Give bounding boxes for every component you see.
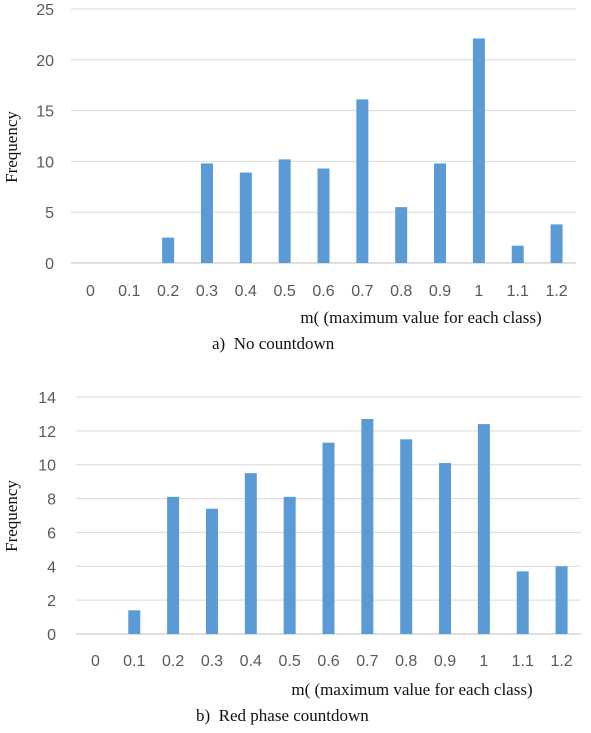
chart-a-x-tick-label: 1 — [474, 283, 483, 300]
chart-a-svg: 0 5 10 15 20 25 0 0.1 0.2 0.3 0.4 0.5 0.6 0.7 0.8 0.9 1… — [2, 2, 576, 353]
chart-a-bar — [472, 38, 485, 263]
chart-b-x-tick-label: 0.4 — [240, 653, 262, 670]
chart-a-bar — [200, 163, 213, 263]
chart-a-bar — [239, 172, 252, 263]
chart-b-y-tick-label: 6 — [47, 525, 56, 542]
chart-b-bar — [167, 496, 180, 634]
chart-b-bar — [439, 463, 452, 634]
chart-b: 0 2 4 6 8 10 12 14 0 0.1 0.2 0.3 0.4 0.5 0.6 0.7 0.8 0.9… — [0, 364, 591, 728]
chart-b-x-tick-label: 0.8 — [395, 653, 417, 670]
chart-a-bar — [317, 168, 330, 263]
chart-b-bar — [477, 424, 490, 634]
chart-a-caption: a) No countdown — [212, 334, 335, 353]
chart-b-x-tick-label: 0 — [91, 653, 100, 670]
chart-a-bar — [395, 207, 408, 263]
chart-a-x-tick-label: 0.4 — [235, 283, 257, 300]
chart-b-bar — [283, 496, 296, 634]
chart-a-bar — [511, 245, 524, 263]
chart-b-y-tick-label: 10 — [38, 458, 56, 475]
chart-b-x-tick-label: 0.3 — [201, 653, 223, 670]
chart-a-x-tick-label: 0.5 — [274, 283, 296, 300]
chart-a-x-tick-label: 0.3 — [196, 283, 218, 300]
chart-a-y-tick-label: 10 — [36, 154, 54, 171]
chart-a-bar — [162, 237, 175, 263]
chart-b-bars — [128, 419, 568, 634]
chart-a-x-tick-label: 1.1 — [507, 283, 529, 300]
chart-a-y-tick-label: 20 — [36, 53, 54, 70]
chart-b-x-tick-label: 0.1 — [123, 653, 145, 670]
chart-b-y-tick-label: 14 — [38, 390, 56, 407]
chart-b-bar — [555, 566, 568, 634]
chart-b-bar — [322, 442, 335, 634]
chart-a-x-tick-label: 1.2 — [545, 283, 567, 300]
chart-b-caption: b) Red phase countdown — [196, 706, 369, 725]
chart-a-x-ticks: 0 0.1 0.2 0.3 0.4 0.5 0.6 0.7 0.8 0.9 1 1.1 1.2 — [86, 283, 568, 300]
chart-b-y-tick-label: 0 — [47, 627, 56, 644]
chart-b-svg: 0 2 4 6 8 10 12 14 0 0.1 0.2 0.3 0.4 0.5 0.6 0.7 0.8 0.9… — [2, 390, 581, 725]
chart-a-bar — [434, 163, 447, 263]
chart-b-bar — [361, 419, 374, 634]
chart-a-x-tick-label: 0.6 — [312, 283, 334, 300]
chart-b-x-tick-label: 0.7 — [356, 653, 378, 670]
chart-b-y-axis-label: Frequency — [2, 480, 21, 552]
chart-a-y-axis-label: Frequency — [2, 111, 21, 183]
chart-b-bar — [516, 571, 529, 634]
chart-b-x-axis-label: m( (maximum value for each class) — [291, 680, 532, 699]
chart-b-y-tick-label: 12 — [38, 424, 56, 441]
chart-b-x-tick-label: 1.1 — [512, 653, 534, 670]
chart-a: 0 5 10 15 20 25 0 0.1 0.2 0.3 0.4 0.5 0.6 0.7 0.8 0.9 1… — [0, 0, 591, 364]
chart-a-y-tick-label: 0 — [45, 256, 54, 273]
chart-a-x-axis-label: m( (maximum value for each class) — [300, 308, 541, 327]
chart-a-bar — [278, 159, 291, 263]
chart-a-x-tick-label: 0.2 — [157, 283, 179, 300]
chart-b-y-tick-label: 2 — [47, 593, 56, 610]
chart-a-x-tick-label: 0.1 — [118, 283, 140, 300]
chart-b-x-tick-label: 1 — [479, 653, 488, 670]
chart-b-bar — [244, 473, 257, 634]
chart-b-x-tick-label: 0.9 — [434, 653, 456, 670]
chart-a-x-tick-label: 0 — [86, 283, 95, 300]
chart-b-x-tick-label: 0.5 — [279, 653, 301, 670]
chart-a-bars — [162, 38, 563, 263]
chart-b-x-tick-label: 0.6 — [317, 653, 339, 670]
chart-a-bar — [356, 99, 369, 263]
chart-a-y-ticks: 0 5 10 15 20 25 — [36, 2, 54, 273]
chart-a-y-tick-label: 15 — [36, 104, 54, 121]
chart-a-y-tick-label: 5 — [45, 205, 54, 222]
chart-b-bar — [128, 610, 141, 634]
chart-a-x-tick-label: 0.7 — [351, 283, 373, 300]
chart-b-x-tick-label: 0.2 — [162, 653, 184, 670]
chart-a-gridlines — [71, 8, 576, 264]
chart-a-x-tick-label: 0.9 — [429, 283, 451, 300]
chart-b-x-ticks: 0 0.1 0.2 0.3 0.4 0.5 0.6 0.7 0.8 0.9 1 1.1 1.2 — [91, 653, 573, 670]
chart-a-y-tick-label: 25 — [36, 2, 54, 19]
chart-b-y-tick-label: 4 — [47, 559, 56, 576]
chart-a-bar — [550, 224, 563, 263]
chart-a-x-tick-label: 0.8 — [390, 283, 412, 300]
chart-b-y-tick-label: 8 — [47, 492, 56, 509]
chart-b-y-ticks: 0 2 4 6 8 10 12 14 — [38, 390, 56, 644]
chart-b-x-tick-label: 1.2 — [550, 653, 572, 670]
chart-b-bar — [205, 508, 218, 634]
chart-b-bar — [400, 439, 413, 634]
